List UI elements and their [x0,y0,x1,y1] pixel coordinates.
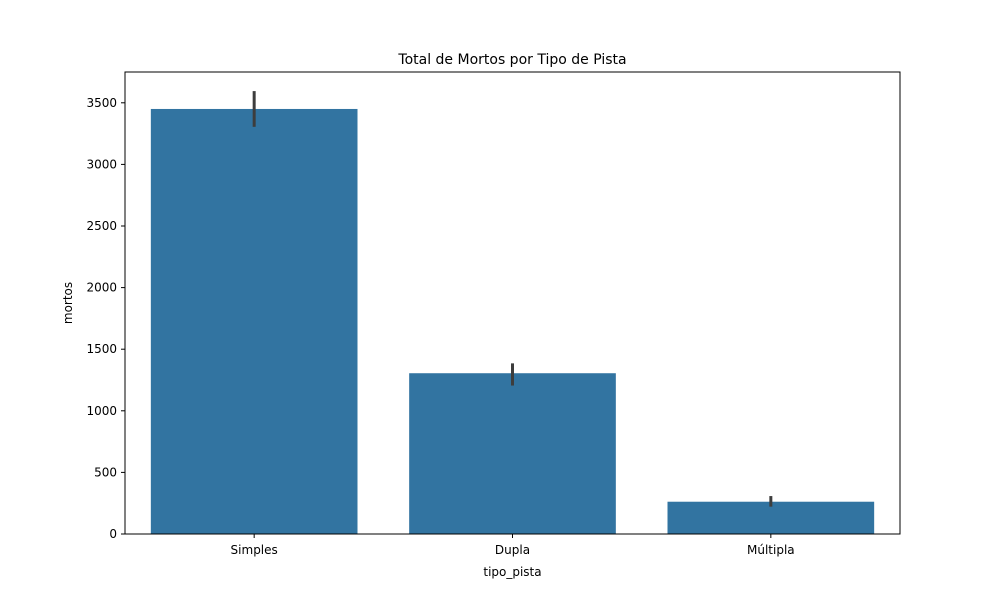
error-bars-layer [252,91,773,507]
bar-0 [150,108,358,535]
x-tick-label-0: Simples [231,543,278,557]
y-tick-label-0: 0 [109,527,117,541]
y-tick-label-6: 3000 [86,157,117,171]
bar-1 [409,373,616,534]
bar-2 [667,501,875,534]
x-tick-label-2: Múltipla [747,543,795,557]
x-axis: Simples Dupla Múltipla [231,534,795,557]
chart-title: Total de Mortos por Tipo de Pista [397,52,626,68]
x-tick-label-1: Dupla [495,543,530,557]
bars-layer [150,108,875,535]
y-tick-label-1: 500 [94,465,117,479]
y-axis: 0 500 1000 1500 2000 2500 3000 3500 [86,96,125,541]
y-tick-label-5: 2500 [86,219,117,233]
y-tick-label-7: 3500 [86,96,117,110]
y-axis-title: mortos [61,282,75,324]
y-tick-label-2: 1000 [86,404,117,418]
y-tick-label-3: 1500 [86,342,117,356]
y-tick-label-4: 2000 [86,281,117,295]
x-axis-title: tipo_pista [483,565,541,579]
